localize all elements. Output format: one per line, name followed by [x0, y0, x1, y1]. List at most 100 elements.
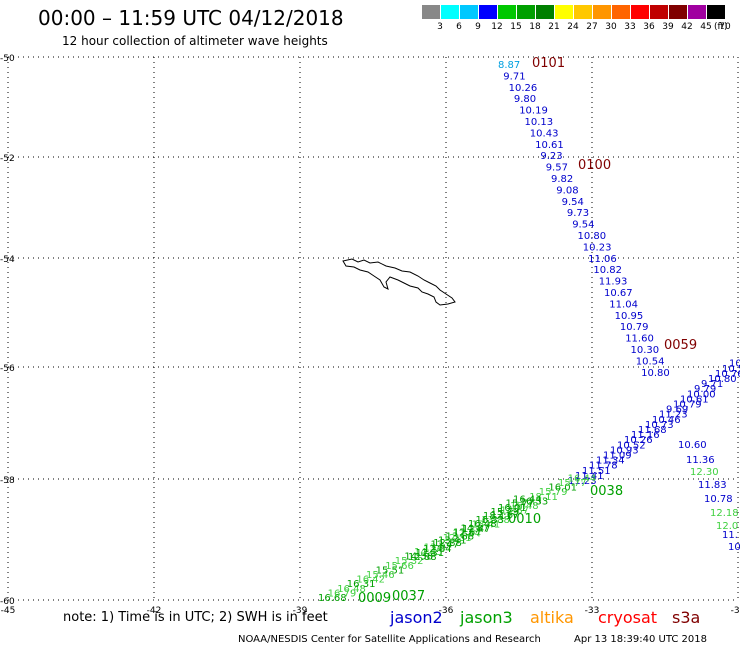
track-time-label: 0100	[578, 158, 611, 173]
wave-height-label: 15.51	[376, 565, 405, 576]
wave-height-label: 13.41	[472, 519, 501, 530]
legend-label: 70	[719, 22, 731, 32]
wave-height-label: 18.11	[529, 492, 558, 503]
wave-height-label: 15.77	[558, 478, 587, 489]
wave-height-label: 12.84	[423, 544, 452, 555]
legend-label: 12	[491, 22, 503, 32]
wave-height-label: 13.88	[481, 515, 510, 526]
legend-unit: (ft)	[714, 22, 728, 32]
wave-height-label: 12.18	[710, 508, 739, 519]
wave-height-label: 12.30	[690, 467, 719, 478]
wave-height-label: 8.87	[498, 60, 520, 71]
wave-height-label: 10.61	[729, 359, 740, 370]
wave-height-label: 16.48	[468, 519, 497, 530]
wave-height-label: 16.33	[520, 496, 549, 507]
track-time-label: 0059	[664, 338, 697, 353]
legend-label: 15	[510, 22, 522, 32]
lat-tick-label: -58	[0, 476, 15, 486]
legend-label: 42	[681, 22, 693, 32]
legend-swatch	[669, 5, 687, 19]
legend-swatch	[612, 5, 630, 19]
wave-height-label: 12.88	[408, 552, 437, 563]
wave-height-label: 11.34	[596, 456, 625, 467]
lat-tick-label: -50	[0, 54, 15, 64]
legend-label: 3	[437, 22, 443, 32]
legend-swatch	[593, 5, 611, 19]
legend-label: 45	[700, 22, 712, 32]
wave-height-label: 9.08	[556, 185, 578, 196]
wave-height-label: 9.71	[503, 71, 525, 82]
legend-label: 27	[586, 22, 598, 32]
wave-height-label: 10.46	[652, 415, 681, 426]
wave-height-label: 11.83	[698, 480, 727, 491]
wave-height-label: 14.87	[461, 523, 490, 534]
lat-tick-label: -52	[0, 154, 15, 164]
wave-height-label: 15.46	[366, 570, 395, 581]
satellite-s3a: s3a	[672, 608, 701, 627]
legend-swatch	[555, 5, 573, 19]
wave-height-label: 16.31	[347, 579, 376, 590]
legend-swatch	[536, 5, 554, 19]
wave-height-label: 16.01	[548, 483, 577, 494]
wave-height-label: 9.73	[567, 208, 589, 219]
page-subtitle: 12 hour collection of altimeter wave hei…	[62, 34, 328, 48]
wave-height-label: 9.57	[546, 163, 568, 174]
track-time-label: 0038	[590, 484, 623, 499]
legend-swatch	[441, 5, 459, 19]
legend-label: 30	[605, 22, 617, 32]
lat-tick-label: -60	[0, 597, 15, 607]
wave-height-label: 12.47	[462, 524, 491, 535]
wave-height-label: 10.80	[578, 231, 607, 242]
color-legend: 3 6 9 12 15 18 21 24 27 30 33 36 39 42 45 70 (ft)	[422, 5, 731, 35]
legend-swatch	[479, 5, 497, 19]
legend-swatch	[707, 5, 725, 19]
lon-tick-label: -30	[731, 606, 740, 616]
wave-height-label: 10.26	[509, 83, 538, 94]
wave-height-label: 9.79	[694, 384, 716, 395]
wave-height-label: 11.36	[686, 455, 715, 466]
wave-height-label: 10	[728, 542, 740, 553]
satellite-cryosat: cryosat	[598, 608, 658, 627]
wave-height-label: 10.00	[687, 389, 716, 400]
wave-height-label: 11.04	[609, 299, 638, 310]
wave-height-label: 10.30	[631, 345, 660, 356]
island-outline	[342, 258, 456, 306]
wave-height-label: 10.78	[704, 494, 733, 505]
wave-height-label: 12.0	[716, 521, 738, 532]
lon-tick-label: -45	[1, 606, 16, 616]
wave-height-label: 16.33	[476, 515, 505, 526]
lon-tick-label: -36	[439, 606, 454, 616]
wave-height-label: 11.93	[599, 277, 628, 288]
legend-label: 36	[643, 22, 655, 32]
wave-height-label: 9.54	[572, 220, 594, 231]
wave-height-label: 16.44	[513, 495, 542, 506]
lon-tick-label: -33	[585, 606, 600, 616]
wave-height-label: 11.06	[588, 254, 617, 265]
wave-height-label: 16.48	[337, 584, 366, 595]
wave-height-label: 10.73	[645, 420, 674, 431]
footer-credit: NOAA/NESDIS Center for Satellite Applica…	[238, 634, 541, 645]
lon-tick-label: -39	[293, 606, 308, 616]
wave-height-label: 9.23	[540, 151, 562, 162]
wave-height-label: 12.67	[491, 510, 520, 521]
wave-height-label: 11.23	[568, 476, 597, 487]
wave-height-label: 10.13	[525, 117, 554, 128]
wave-height-label: 13.41	[438, 536, 467, 547]
legend-swatch	[631, 5, 649, 19]
wave-height-label: 9.80	[514, 94, 536, 105]
wave-height-label: 10.95	[615, 311, 644, 322]
lat-tick-label: -54	[0, 255, 15, 265]
wave-height-label: 10.61	[535, 140, 564, 151]
wave-height-label: 9.82	[551, 174, 573, 185]
track-time-label: 0037	[392, 589, 425, 604]
legend-label: 21	[548, 22, 560, 32]
wave-height-label: 14.58	[404, 552, 433, 563]
wave-height-label: 10.82	[593, 265, 622, 276]
legend-swatch	[688, 5, 706, 19]
legend-label: 24	[567, 22, 579, 32]
wave-height-label: 10.76	[715, 369, 740, 380]
wave-height-label: 15.79	[491, 507, 520, 518]
wave-height-label: 10.80	[641, 368, 670, 379]
legend-swatch	[517, 5, 535, 19]
